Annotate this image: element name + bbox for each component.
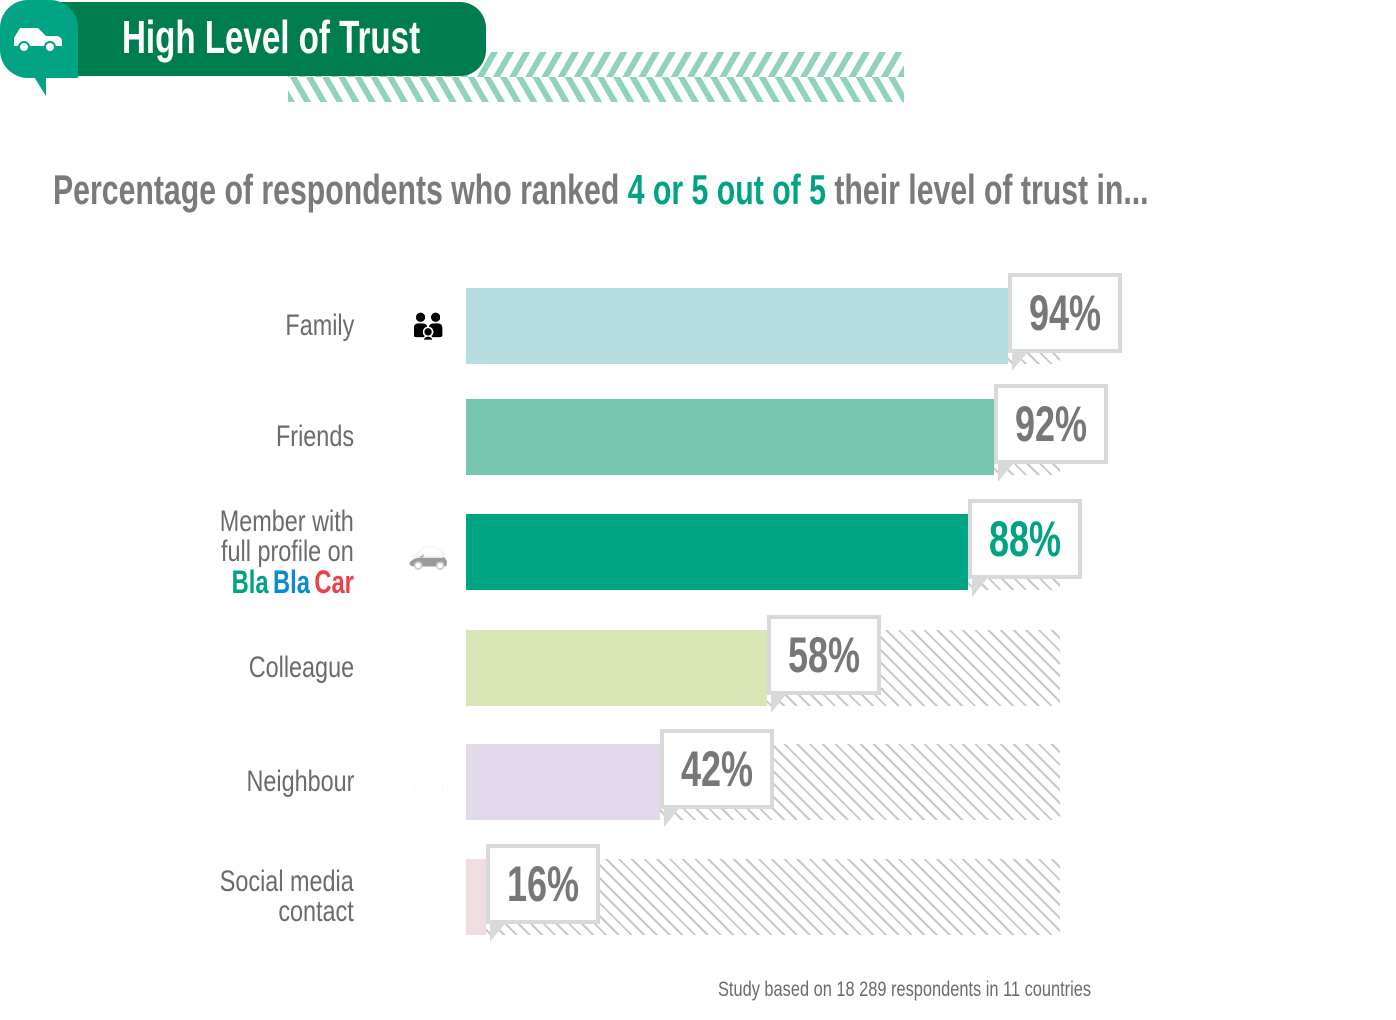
value-label: 58% [767,615,882,695]
category-label: Family [285,311,354,341]
logo-part: Bla [231,564,269,600]
category-label-line: contact [278,895,354,928]
category-label-line: Member with [220,505,354,538]
value-label: 88% [967,499,1082,579]
value-label-text: 92% [1015,396,1088,452]
logo-part: Car [314,564,354,600]
category-label-line: full profile on [221,535,354,568]
value-label: 16% [486,844,601,924]
category-label: Friends [276,422,354,452]
social-media-icon: ☺ [391,859,466,935]
header-banner [40,2,486,76]
category-label: Neighbour [246,767,354,797]
colleague-icon: 👥 [391,630,466,706]
category-label-line: Family [285,309,354,342]
subtitle-text-end: their level of trust in... [825,166,1149,213]
blablacar-logo: Bla Bla Car [231,564,354,600]
family-icon: 👪 [391,288,466,364]
footnote: Study based on 18 289 respondents in 11 … [718,978,1092,1001]
value-label: 94% [1007,273,1122,353]
callout-tail [1011,349,1030,371]
subtitle-text: Percentage of respondents who ranked [53,166,628,213]
subtitle-highlight: 4 or 5 out of 5 [627,166,826,213]
callout-tail [998,460,1017,482]
callout-tail [771,691,790,713]
value-label-text: 94% [1028,285,1101,341]
value-label: 42% [659,729,774,809]
car-icon [0,0,78,78]
value-label-text: 88% [988,511,1061,567]
member-car-icon: 🚗 [391,514,466,590]
bar [391,288,1008,364]
chart-subtitle: Percentage of respondents who ranked 4 o… [53,166,1149,214]
bar [391,399,995,475]
callout-tail [663,805,682,827]
friends-icon: 👥 [391,399,466,475]
header-title: High Level of Trust [122,11,421,63]
value-label-text: 42% [680,741,753,797]
category-label: Colleague [249,653,354,683]
category-label-line: Colleague [248,651,354,684]
value-label: 92% [994,384,1109,464]
logo-part: Bla [273,564,311,600]
neighbour-houses-icon: 🏠 [391,744,466,820]
category-label-line: Friends [275,420,354,453]
value-label-text: 58% [787,627,861,683]
category-label-line: Social media [220,865,354,898]
category-label: Member with full profile on Bla Bla Car [220,507,354,599]
category-label-line: Neighbour [246,765,354,798]
bar [391,514,968,590]
callout-tail [490,920,509,942]
callout-tail [971,575,990,597]
category-label: Social media contact [220,867,354,927]
value-label-text: 16% [506,856,580,912]
